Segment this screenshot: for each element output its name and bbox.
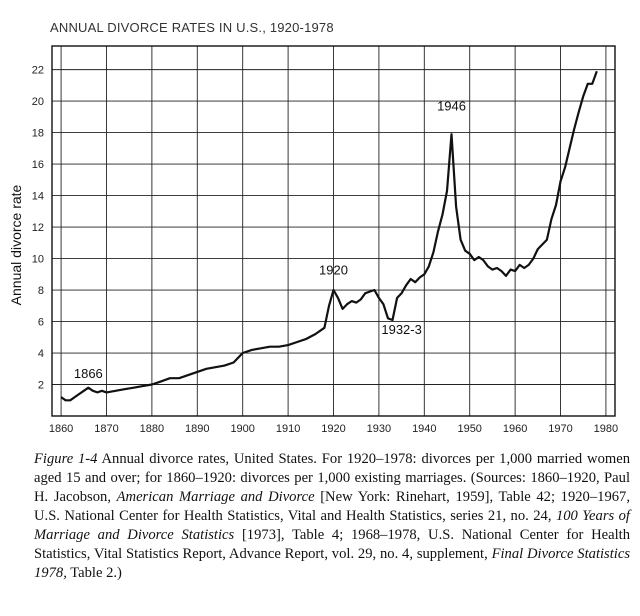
y-tick-label: 12	[32, 222, 44, 234]
x-tick-label: 1940	[412, 423, 436, 435]
caption-text-4: Table 2.)	[66, 565, 122, 581]
caption-italic-1: American Marriage and Divorce	[116, 489, 315, 505]
x-tick-label: 1870	[94, 423, 118, 435]
caption-text-3: [1973], Table 4; 1968–1978, U.S. Nationa…	[34, 527, 630, 562]
annotations: 1866 1920 1932-3 1946	[74, 99, 466, 382]
y-tick-label: 6	[38, 317, 44, 329]
y-tick-label: 20	[32, 96, 44, 108]
divorce-rate-line	[60, 70, 598, 402]
figure-caption: Figure 1-4 Annual divorce rates, United …	[34, 450, 630, 583]
y-tick-label: 18	[32, 128, 44, 140]
axes: 1860 1870 1880 1890 1900 1910 1920 1930 1940 1950…	[32, 45, 618, 435]
annotation-label: 1932-3	[381, 322, 421, 337]
annotation-label: 1946	[437, 99, 466, 114]
x-tick-label: 1920	[321, 423, 345, 435]
x-tick-label: 1950	[457, 423, 481, 435]
series-layer	[60, 70, 598, 402]
y-tick-label: 14	[32, 191, 44, 203]
x-tick-label: 1900	[230, 423, 254, 435]
caption-text-2: [New York: Rinehart, 1959], Table 42; 19…	[34, 489, 630, 524]
x-tick-label: 1890	[185, 423, 209, 435]
grid	[52, 46, 615, 416]
x-tick-label: 1970	[548, 423, 572, 435]
caption-text-1: Annual divorce rates, United States. For…	[34, 451, 631, 505]
annotation-label: 1866	[74, 366, 103, 381]
x-tick-label: 1980	[594, 423, 618, 435]
x-tick-label: 1930	[367, 423, 391, 435]
x-tick-label: 1880	[140, 423, 164, 435]
x-tick-label: 1960	[503, 423, 527, 435]
caption-italic-2: 100 Years of Marriage and Divorce Statis…	[34, 508, 630, 543]
y-tick-label: 4	[38, 348, 44, 360]
y-tick-label: 8	[38, 285, 44, 297]
y-tick-label: 10	[32, 254, 44, 266]
y-axis-label: Annual divorce rate	[8, 184, 24, 305]
figure-label: Figure 1-4	[34, 451, 98, 467]
divorce-rate-chart: 1860 1870 1880 1890 1900 1910 1920 1930 1940 1950…	[8, 45, 618, 435]
y-tick-label: 16	[32, 159, 44, 171]
annotation-label: 1920	[319, 262, 348, 277]
y-tick-label: 22	[32, 65, 44, 77]
chart-title: ANNUAL DIVORCE RATES IN U.S., 1920-1978	[50, 20, 334, 35]
caption-italic-3: Final Divorce Statistics 1978,	[34, 546, 630, 581]
x-tick-label: 1860	[49, 423, 73, 435]
y-tick-label: 2	[38, 380, 44, 392]
plot-frame	[51, 45, 616, 417]
x-tick-label: 1910	[276, 423, 300, 435]
